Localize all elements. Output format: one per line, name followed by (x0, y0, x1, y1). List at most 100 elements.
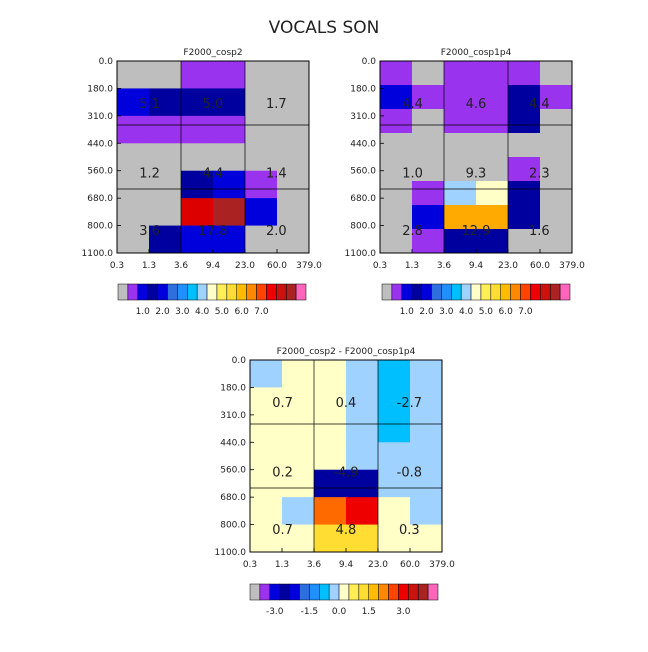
colorbar-swatch (510, 283, 521, 301)
heatmap-cell (250, 497, 283, 526)
colorbar-swatch (285, 283, 297, 301)
heatmap-cell (380, 109, 413, 134)
box-value-label: 0.7 (272, 396, 293, 411)
y-tick-label: 0.0 (232, 356, 247, 366)
colorbar-swatch (391, 283, 403, 301)
heatmap-cell (412, 181, 445, 206)
colorbar-swatch (427, 583, 439, 601)
heatmap-cell (181, 198, 214, 227)
heatmap-cell (314, 360, 347, 388)
heatmap-cell (181, 170, 214, 199)
heatmap-cell (181, 115, 214, 144)
heatmap-cell (380, 133, 413, 158)
y-tick-label: 680.0 (220, 493, 246, 503)
colorbar-swatch (117, 283, 129, 301)
heatmap-cell (444, 61, 477, 86)
heatmap-cell (380, 205, 413, 230)
box-value-label: -2.7 (397, 396, 422, 411)
colorbar-swatch (309, 583, 320, 601)
box-value-label: 3.6 (139, 224, 160, 239)
box-value-label: 1.0 (402, 166, 423, 181)
colorbar-swatch (187, 283, 198, 301)
colorbar-swatch (269, 583, 280, 601)
heatmap-cell (117, 115, 150, 144)
heatmap-cell (444, 181, 477, 206)
colorbar-label: 7.0 (518, 307, 533, 317)
box-value-label: 5.1 (139, 97, 160, 112)
heatmap-cell (540, 157, 573, 182)
panel-title: F2000_cosp2 - F2000_cosp1p4 (277, 347, 416, 357)
colorbar-swatch (411, 283, 422, 301)
colorbar-swatch (276, 283, 287, 301)
heatmap-cell (250, 442, 283, 471)
heatmap-cell (282, 497, 315, 526)
heatmap-cell (540, 205, 573, 230)
heatmap-cell (282, 414, 315, 443)
colorbar-label: 6.0 (499, 307, 514, 317)
x-tick-label: 23.0 (498, 261, 518, 271)
x-tick-label: 3.6 (174, 261, 189, 271)
heatmap-cell (282, 442, 315, 471)
heatmap-cell (412, 85, 445, 110)
heatmap-cell (508, 85, 541, 110)
heatmap-cell (282, 387, 315, 416)
box-value-label: 2.0 (266, 224, 287, 239)
box-value-label: 0.3 (399, 523, 420, 538)
heatmap-cell (181, 225, 214, 254)
heatmap-cell (412, 133, 445, 158)
heatmap-cell (245, 88, 278, 117)
heatmap-cell (412, 109, 445, 134)
y-tick-label: 180.0 (220, 383, 246, 393)
heatmap-cell (245, 225, 278, 254)
heatmap-cell (149, 115, 182, 144)
colorbar-swatch (206, 283, 218, 301)
heatmap-cell (508, 205, 541, 230)
x-tick-label: 1.3 (142, 261, 156, 271)
colorbar-swatch (319, 583, 330, 601)
box-value-label: 0.7 (272, 523, 293, 538)
y-tick-label: 0.0 (99, 57, 114, 67)
colorbar-swatch (381, 283, 393, 301)
heatmap-cell (282, 360, 315, 388)
heatmap-cell (508, 229, 541, 254)
box-value-label: 1.7 (266, 97, 287, 112)
colorbar-swatch (266, 283, 277, 301)
heatmap-cell (213, 88, 246, 117)
box-value-label: 1.4 (266, 166, 287, 181)
colorbar-label: 3.0 (175, 307, 190, 317)
heatmap-cell (181, 88, 214, 117)
x-tick-label: 9.4 (206, 261, 221, 271)
y-tick-label: 180.0 (87, 84, 113, 94)
heatmap-cell (149, 143, 182, 172)
colorbar-swatch (540, 283, 551, 301)
heatmap-cell (410, 497, 443, 526)
heatmap-cell (412, 157, 445, 182)
heatmap-cell (378, 497, 411, 526)
y-tick-label: 310.0 (87, 112, 113, 122)
y-tick-label: 680.0 (350, 194, 376, 204)
box-value-label: 4.6 (466, 97, 487, 112)
colorbar-label: 2.0 (419, 307, 434, 317)
colorbar-swatch (401, 283, 412, 301)
colorbar-label: 2.0 (155, 307, 170, 317)
x-tick-label: 60.0 (400, 560, 420, 570)
heatmap-cell (277, 170, 310, 199)
heatmap-cell (149, 198, 182, 227)
colorbar-label: 1.0 (136, 307, 151, 317)
heatmap-cell (380, 61, 413, 86)
colorbar-label: 5.0 (479, 307, 494, 317)
box-value-label: 12.9 (462, 224, 491, 239)
heatmap-cell (277, 143, 310, 172)
colorbar-label: 5.0 (215, 307, 230, 317)
y-tick-label: 560.0 (220, 466, 246, 476)
colorbar-swatch (490, 283, 501, 301)
x-tick-label: 1.3 (275, 560, 289, 570)
heatmap-cell (378, 524, 411, 553)
colorbar-swatch (259, 583, 271, 601)
heatmap-cell (540, 133, 573, 158)
heatmap-cell (277, 115, 310, 144)
heatmap-cell (410, 360, 443, 388)
y-tick-label: 0.0 (362, 57, 377, 67)
heatmap-cell (410, 387, 443, 416)
x-tick-label: 0.3 (243, 560, 257, 570)
